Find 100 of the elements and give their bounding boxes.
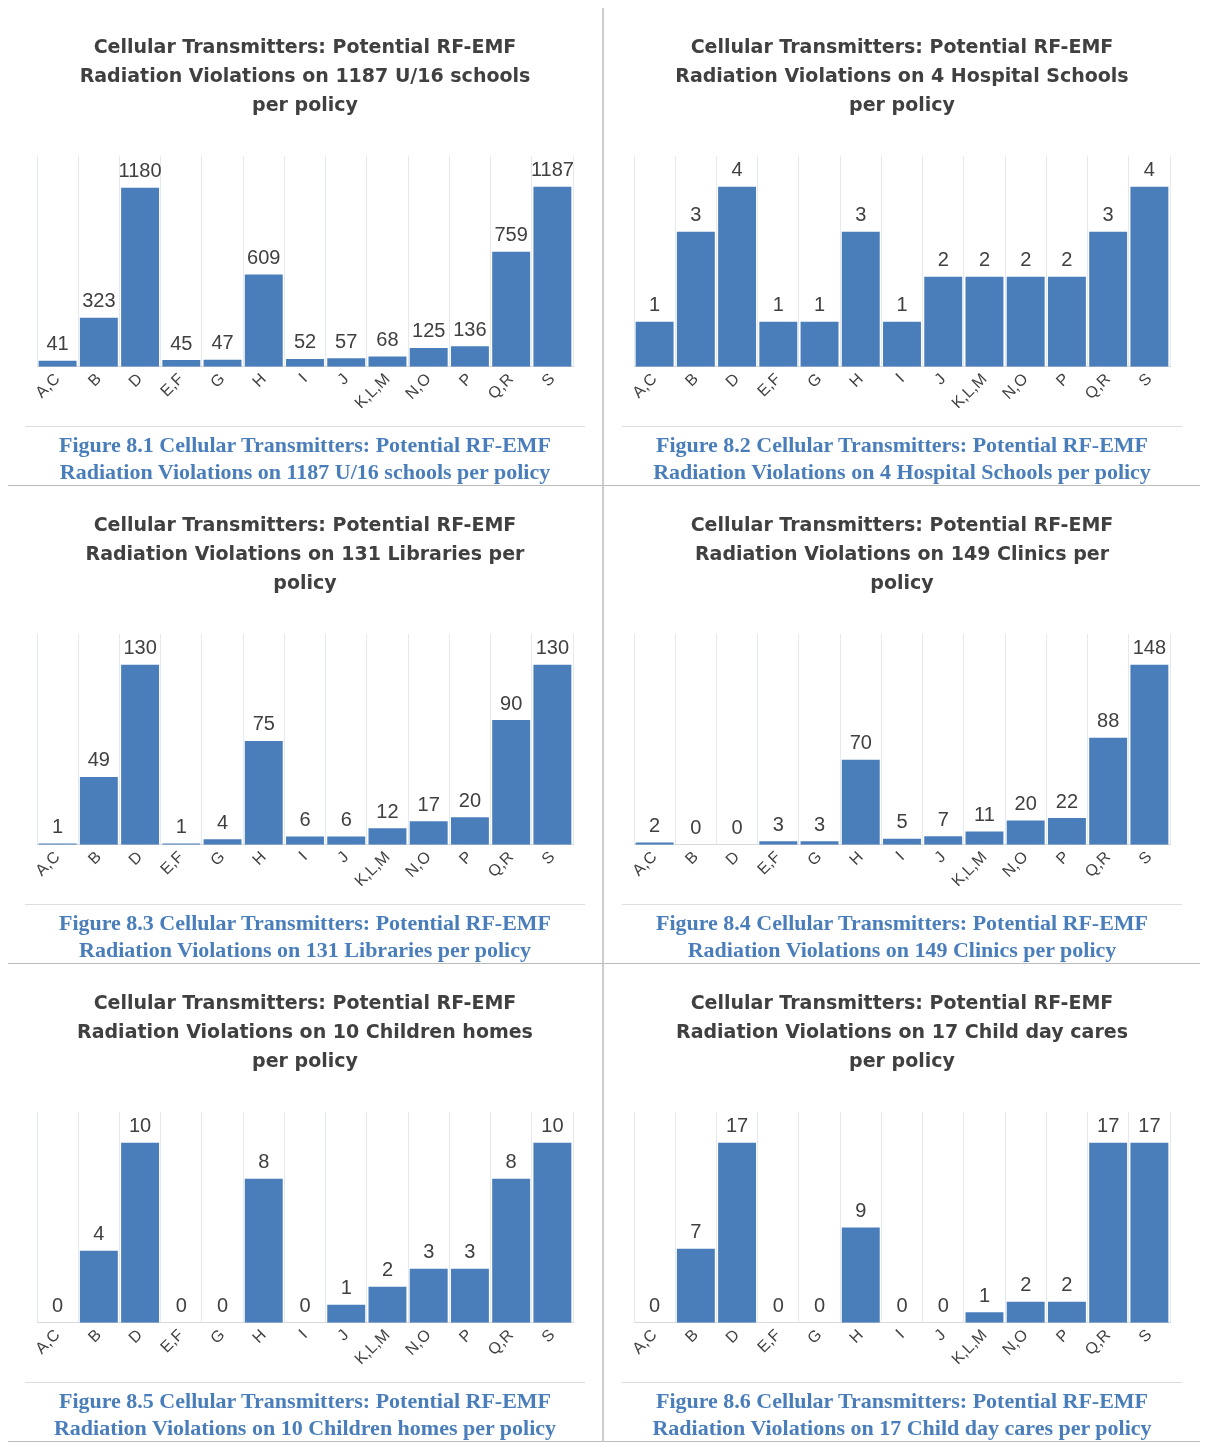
data-label: 0 xyxy=(299,1294,311,1317)
chart-title: Cellular Transmitters: Potential RF-EMF Radiation Violations on 10 Children homes per policy xyxy=(76,990,534,1073)
x-tick-label: S xyxy=(538,1325,558,1346)
x-tick-label: J xyxy=(930,1325,949,1344)
data-label: 90 xyxy=(500,691,523,714)
bar xyxy=(121,664,160,845)
x-tick-label: Q,R xyxy=(1081,369,1114,403)
data-label: 1 xyxy=(896,293,908,316)
x-tick-label: S xyxy=(538,847,558,868)
caption: Figure 8.2 Cellular Transmitters: Potential RF-EMF Radiation Violations on 4 Hospital Schools per policy xyxy=(622,426,1182,485)
bar xyxy=(883,321,921,367)
data-label: 3 xyxy=(1102,203,1114,226)
bar xyxy=(924,276,963,367)
bar xyxy=(1047,276,1086,367)
x-tick-label: N,O xyxy=(401,1325,434,1359)
x-tick-label: H xyxy=(248,369,270,391)
bar xyxy=(718,1142,757,1323)
data-label: 130 xyxy=(535,636,570,659)
data-label: 57 xyxy=(335,329,358,352)
x-tick-label: D xyxy=(125,369,146,391)
data-label: 75 xyxy=(252,712,275,735)
x-tick-label: G xyxy=(803,369,825,391)
bar xyxy=(79,776,118,845)
data-label: 1187 xyxy=(530,158,574,181)
data-label: 2 xyxy=(649,813,661,836)
x-tick-label: B xyxy=(84,847,105,868)
x-tick-label: S xyxy=(1135,1325,1155,1346)
bar xyxy=(244,740,283,845)
data-label: 1 xyxy=(340,1276,352,1299)
data-label: 2 xyxy=(978,248,991,271)
bar xyxy=(121,187,160,367)
bar xyxy=(1130,1142,1169,1323)
data-label: 88 xyxy=(1097,709,1120,732)
chart-title: Cellular Transmitters: Potential RF-EMF Radiation Violations on 131 Libraries per policy xyxy=(84,512,526,595)
x-tick-label: B xyxy=(681,847,702,868)
x-tick-label: Q,R xyxy=(1081,847,1114,881)
x-tick-label: D xyxy=(722,369,743,391)
bar xyxy=(841,1227,880,1323)
data-label: 136 xyxy=(453,317,487,340)
x-tick-label: G xyxy=(206,1325,228,1347)
data-label: 2 xyxy=(1061,1273,1073,1296)
data-label: 1 xyxy=(52,815,64,837)
data-label: 2 xyxy=(937,248,949,271)
bar xyxy=(1047,818,1086,845)
bar xyxy=(1130,664,1169,845)
x-tick-label: A,C xyxy=(31,369,63,401)
data-label: 9 xyxy=(855,1198,867,1221)
bar xyxy=(965,1312,1004,1323)
bar xyxy=(79,1250,118,1323)
x-tick-label: B xyxy=(84,369,105,390)
data-label: 323 xyxy=(82,289,116,312)
bar xyxy=(203,839,242,845)
x-tick-label: E,F xyxy=(156,369,187,400)
chart-title: Cellular Transmitters: Potential RF-EMF Radiation Violations on 149 Clinics per policy xyxy=(689,512,1115,595)
x-tick-label: B xyxy=(681,1325,702,1346)
bar xyxy=(759,321,798,367)
x-tick-label: P xyxy=(1052,1325,1073,1346)
bar xyxy=(492,1178,531,1323)
data-label: 49 xyxy=(87,748,110,771)
data-label: 10 xyxy=(128,1114,152,1137)
data-label: 3 xyxy=(813,812,826,835)
bar xyxy=(533,664,572,845)
data-label: 0 xyxy=(216,1294,229,1317)
x-tick-label: J xyxy=(333,847,352,866)
data-label: 45 xyxy=(170,331,193,354)
x-tick-label: J xyxy=(333,1325,352,1344)
caption: Figure 8.3 Cellular Transmitters: Potential RF-EMF Radiation Violations on 131 Libraries per policy xyxy=(25,904,585,963)
x-tick-label: H xyxy=(845,847,867,869)
x-tick-label: E,F xyxy=(156,847,187,878)
x-tick-label: H xyxy=(248,847,270,869)
x-tick-label: A,C xyxy=(628,369,660,401)
x-tick-label: D xyxy=(722,847,743,869)
data-label: 3 xyxy=(855,203,867,226)
x-tick-label: I xyxy=(892,1325,908,1342)
bar xyxy=(244,1178,283,1323)
x-tick-label: E,F xyxy=(156,1325,187,1356)
bar xyxy=(841,231,880,367)
x-tick-label: P xyxy=(1052,847,1073,868)
data-label: 52 xyxy=(293,330,317,353)
bar xyxy=(368,1286,407,1323)
bar xyxy=(1089,231,1128,367)
caption: Figure 8.1 Cellular Transmitters: Potential RF-EMF Radiation Violations on 1187 U/16 schools per policy xyxy=(25,426,585,485)
bar xyxy=(841,759,880,845)
data-label: 3 xyxy=(464,1240,476,1263)
x-tick-label: J xyxy=(333,369,352,388)
x-tick-label: S xyxy=(1135,369,1155,390)
bar xyxy=(492,251,531,367)
data-label: 0 xyxy=(690,816,702,839)
bar xyxy=(450,346,489,367)
x-tick-label: I xyxy=(892,847,908,864)
data-label: 8 xyxy=(258,1150,270,1173)
bar xyxy=(409,821,448,845)
data-label: 41 xyxy=(46,332,69,355)
data-label: 1180 xyxy=(118,159,162,182)
caption: Figure 8.4 Cellular Transmitters: Potential RF-EMF Radiation Violations on 149 Clinics per policy xyxy=(622,904,1182,963)
x-tick-label: A,C xyxy=(31,1325,63,1357)
data-label: 609 xyxy=(247,245,281,268)
data-label: 3 xyxy=(772,812,784,835)
x-tick-label: G xyxy=(206,847,228,869)
x-tick-label: I xyxy=(295,369,311,386)
